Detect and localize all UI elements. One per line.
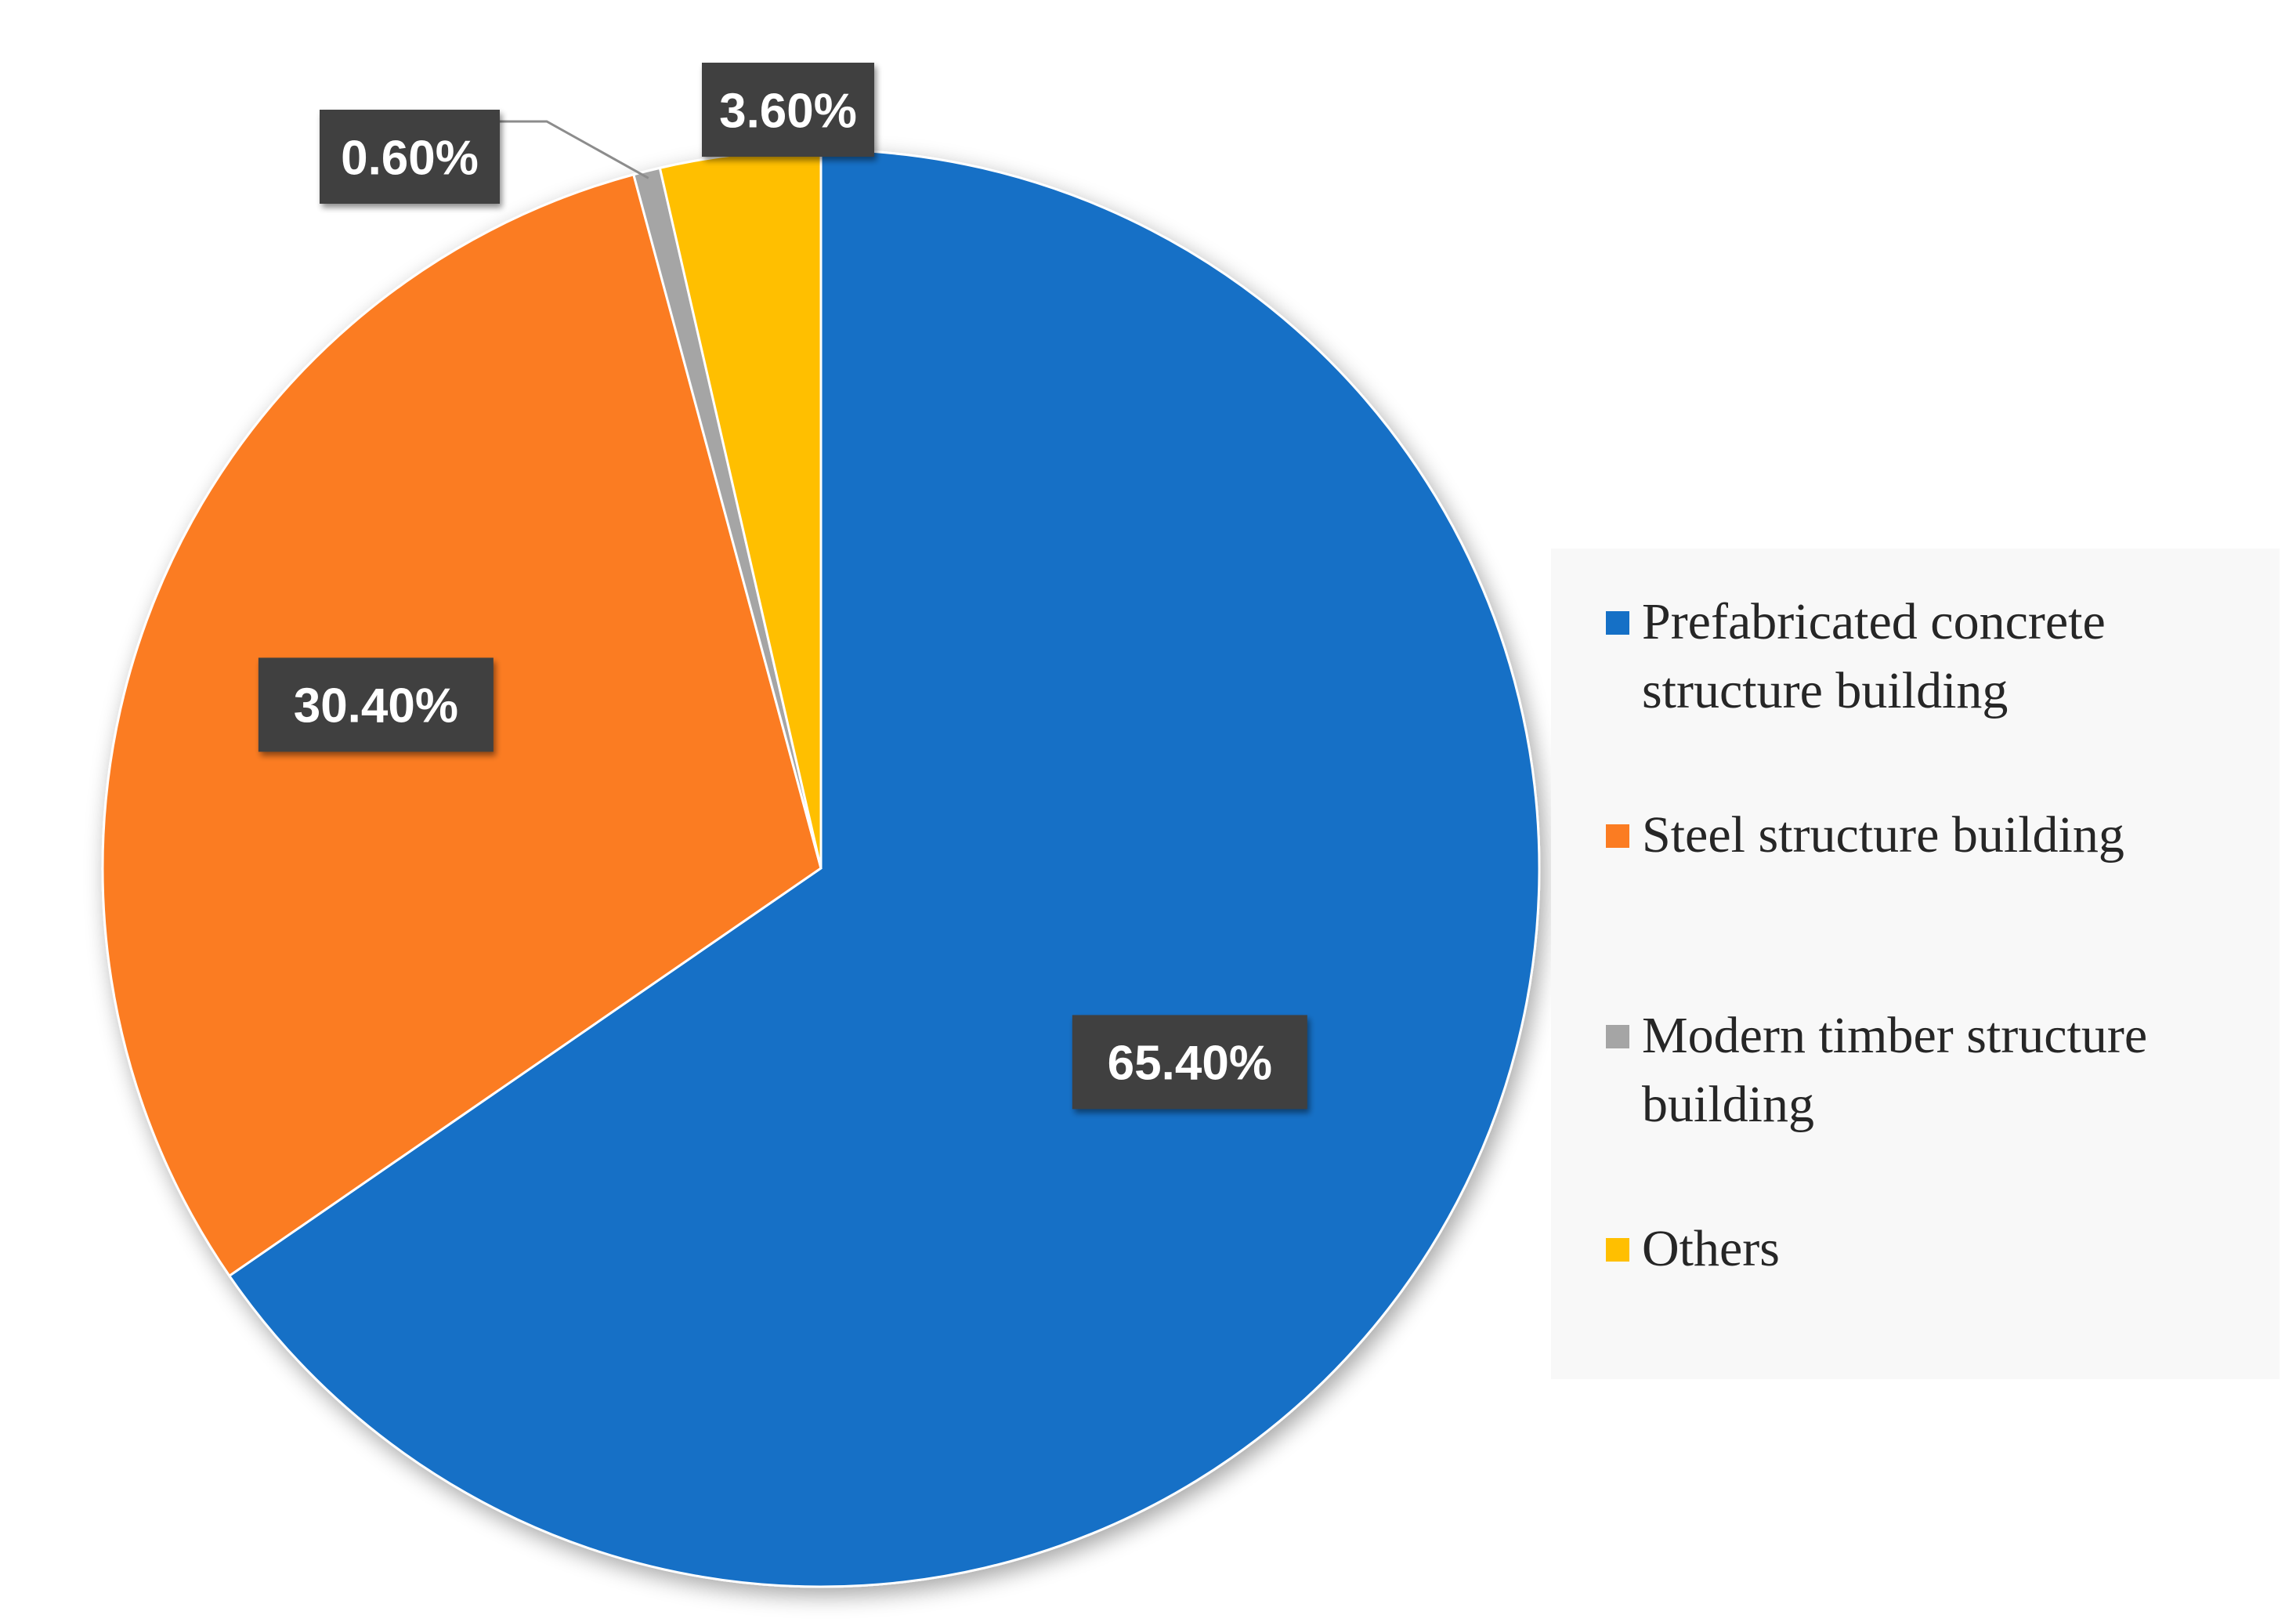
leader-lines — [500, 120, 649, 179]
legend-item-modern-timber: Modern timber structure building — [1606, 1001, 2248, 1139]
pie-slice-prefabricated-concrete — [227, 148, 1541, 1588]
data-label-steel-structure: 30.40% — [258, 657, 494, 752]
legend-swatch-yellow — [1606, 1238, 1629, 1262]
data-label-prefabricated-concrete: 65.40% — [1072, 1015, 1307, 1110]
legend-swatch-orange — [1606, 824, 1629, 848]
data-labels: 65.40% 30.40% 0.60% 3.60% — [258, 63, 1307, 1110]
data-label-box — [320, 110, 500, 204]
legend: Prefabricated concrete structure buildin… — [1551, 549, 2280, 1379]
data-label-text: 0.60% — [341, 131, 479, 185]
legend-item-others: Others — [1606, 1215, 2248, 1283]
data-label-text: 30.40% — [294, 679, 458, 733]
data-label-text: 3.60% — [719, 84, 857, 138]
data-label-box — [258, 657, 494, 752]
pie-slices — [101, 148, 1541, 1588]
legend-swatch-gray — [1606, 1025, 1629, 1048]
legend-label: Modern timber structure building — [1642, 1007, 2148, 1133]
legend-item-steel-structure: Steel structure building — [1606, 801, 2248, 870]
legend-swatch-blue — [1606, 611, 1629, 635]
data-label-box — [1072, 1015, 1307, 1110]
legend-label: Steel structure building — [1642, 806, 2124, 863]
data-label-others: 3.60% — [702, 63, 874, 157]
legend-label: Others — [1642, 1220, 1780, 1277]
data-label-box — [702, 63, 874, 157]
data-label-text: 65.40% — [1108, 1037, 1272, 1091]
legend-item-prefabricated-concrete: Prefabricated concrete structure buildin… — [1606, 588, 2248, 726]
data-label-modern-timber: 0.60% — [320, 110, 500, 204]
leader-line-modern-timber — [500, 120, 649, 179]
legend-label: Prefabricated concrete structure buildin… — [1642, 593, 2106, 719]
